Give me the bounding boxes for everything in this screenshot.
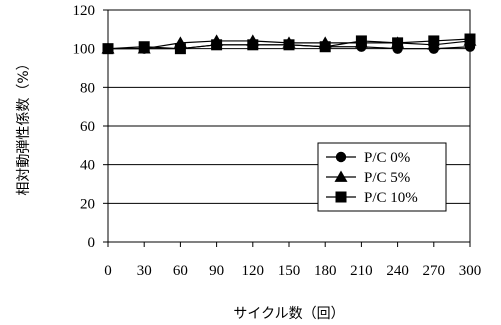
data-point — [464, 33, 476, 45]
x-tick-label: 270 — [423, 263, 446, 279]
data-point — [428, 35, 440, 47]
legend-entry: P/C 0% — [364, 150, 410, 166]
data-point — [174, 43, 186, 55]
x-tick-label: 240 — [386, 263, 409, 279]
data-point — [102, 43, 114, 55]
x-tick-label: 90 — [209, 263, 224, 279]
data-point — [138, 41, 150, 53]
y-tick-label: 40 — [80, 158, 95, 174]
y-tick-label: 120 — [73, 3, 96, 19]
data-point — [319, 41, 331, 53]
y-tick-label: 20 — [80, 196, 95, 212]
y-tick-label: 100 — [73, 42, 96, 58]
x-tick-label: 180 — [314, 263, 337, 279]
y-tick-label: 60 — [80, 119, 95, 135]
data-point — [392, 37, 404, 49]
y-tick-label: 80 — [80, 80, 95, 96]
legend-marker — [334, 170, 348, 182]
data-point — [211, 39, 223, 51]
x-axis-label: サイクル数（回） — [233, 306, 344, 322]
legend-marker — [335, 151, 347, 163]
series-group — [101, 33, 477, 55]
series-2 — [102, 33, 476, 55]
data-point — [283, 39, 295, 51]
y-tick-label: 0 — [88, 235, 96, 251]
x-tick-label: 30 — [137, 263, 152, 279]
x-tick-label: 60 — [173, 263, 188, 279]
x-tick-label: 150 — [278, 263, 301, 279]
x-tick-labels: 0 30 60 90 120 150 180 210 240 270 300 — [104, 242, 481, 279]
data-point — [355, 35, 367, 47]
x-tick-label: 120 — [242, 263, 265, 279]
data-point — [247, 39, 259, 51]
x-tick-label: 0 — [104, 263, 112, 279]
y-tick-labels: 0 20 40 60 80 100 120 — [73, 3, 108, 251]
y-axis-label: 相対動弾性係数（%） — [16, 56, 32, 195]
legend: P/C 0% P/C 5% P/C 10% — [317, 142, 447, 212]
x-tick-label: 210 — [350, 263, 373, 279]
legend-entry: P/C 10% — [364, 190, 418, 206]
x-tick-label: 300 — [459, 263, 482, 279]
legend-marker — [335, 191, 347, 203]
legend-entry: P/C 5% — [364, 170, 410, 186]
